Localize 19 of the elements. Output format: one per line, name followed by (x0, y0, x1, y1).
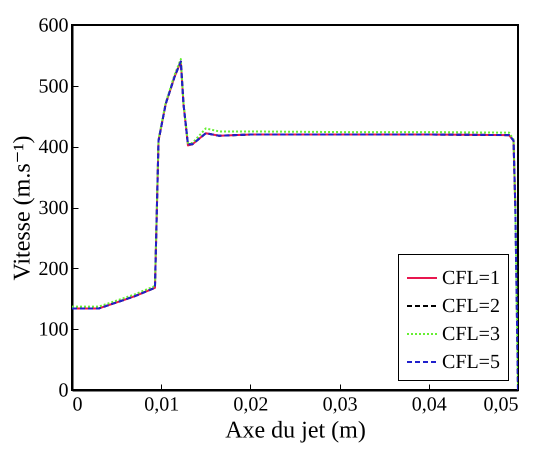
x-tick-label: 0 (72, 394, 82, 416)
legend-label: CFL=2 (442, 295, 500, 317)
y-tick-label: 100 (38, 318, 68, 341)
x-tick-label: 0,04 (412, 394, 447, 416)
legend-label: CFL=1 (442, 267, 500, 289)
y-tick-label: 0 (58, 380, 68, 402)
x-tick-label: 0,03 (322, 394, 358, 416)
x-tick-label: 0,01 (144, 394, 180, 416)
y-tick-label: 200 (38, 258, 68, 280)
x-tick-label: 0,05 (484, 394, 518, 416)
x-axis-title: Axe du jet (m) (225, 418, 366, 444)
x-tick-label: 0,02 (233, 394, 268, 416)
y-tick-label: 500 (38, 75, 68, 98)
y-axis-title: Vitesse (m.s⁻¹) (10, 135, 36, 281)
y-tick-label: 300 (38, 197, 68, 219)
legend-label: CFL=5 (442, 351, 500, 373)
y-tick-label: 400 (38, 136, 68, 158)
y-tick-label: 600 (38, 14, 68, 36)
legend-label: CFL=3 (442, 323, 500, 345)
